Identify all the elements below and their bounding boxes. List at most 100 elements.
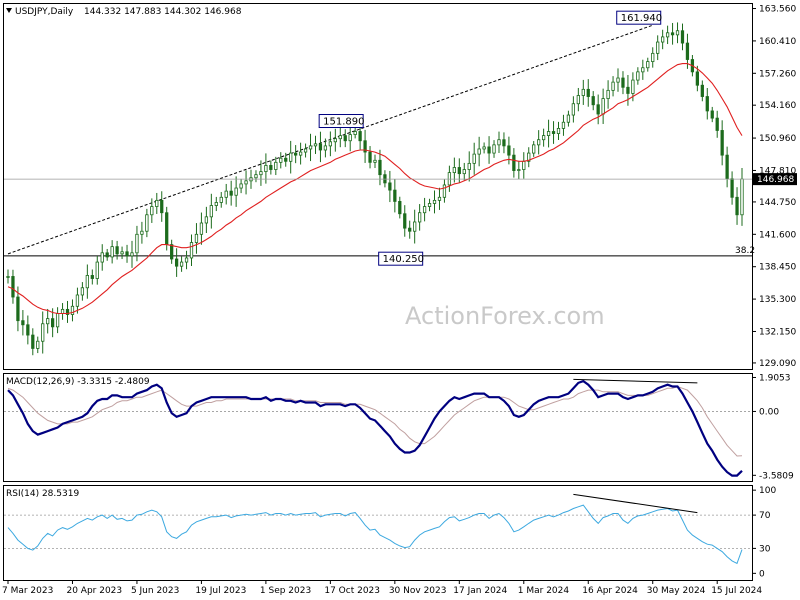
price-bar-body xyxy=(527,152,531,162)
price-axis: 163.560 160.410 157.260 154.160 150.960 147.8… xyxy=(752,5,796,369)
price-bar-body xyxy=(730,178,734,198)
price-bar-body xyxy=(269,165,273,170)
price-tick-label: 129.090 xyxy=(759,359,796,369)
price-bar-body xyxy=(665,32,670,38)
x-tick-label: 15 Jul 2024 xyxy=(711,586,762,596)
price-bar-body xyxy=(279,157,283,163)
price-bar-body xyxy=(165,212,169,245)
price-bar-body xyxy=(65,308,70,315)
price-bar-body xyxy=(378,159,382,176)
price-annotation-box xyxy=(378,251,424,266)
price-bar-body xyxy=(179,261,184,267)
price-bars xyxy=(6,22,744,356)
macd-signal-line xyxy=(7,385,743,457)
price-bar-body xyxy=(80,287,85,296)
rsi-tick-label: 30 xyxy=(759,544,771,554)
price-bar-body xyxy=(427,203,432,207)
price-bar-body xyxy=(368,151,372,163)
price-bar-body xyxy=(487,146,491,154)
price-bar-body xyxy=(735,196,739,216)
price-bar-body xyxy=(170,244,174,260)
macd-tick-label: 0.00 xyxy=(759,407,779,417)
moving-average-line xyxy=(7,63,743,315)
x-tick-label: 16 Apr 2024 xyxy=(582,586,638,596)
price-bar-body xyxy=(135,233,139,254)
x-tick-label: 7 Mar 2023 xyxy=(2,586,53,596)
price-bar-body xyxy=(110,246,114,258)
price-bar-body xyxy=(596,104,600,115)
macd-tick-label: -3.5809 xyxy=(759,471,794,481)
watermark: ActionForex.com xyxy=(405,302,605,330)
price-bar-body xyxy=(680,30,685,44)
price-bar-body xyxy=(41,323,45,342)
price-bar-body xyxy=(348,134,352,142)
price-bar-body xyxy=(199,222,204,235)
rsi-line xyxy=(7,504,743,565)
price-bar-body xyxy=(740,178,744,216)
price-bar-body xyxy=(125,251,129,257)
price-tick-label: 141.600 xyxy=(759,230,796,240)
price-bar-body xyxy=(209,205,213,218)
price-bar-body xyxy=(442,184,447,198)
price-tick-label: 144.750 xyxy=(759,198,796,208)
price-bar-body xyxy=(715,117,719,131)
price-bar-body xyxy=(115,246,119,255)
price-bar-body xyxy=(467,162,471,170)
price-bar-body xyxy=(219,196,223,203)
price-bar-body xyxy=(318,143,323,151)
price-bar-body xyxy=(571,103,576,116)
price-bar-body xyxy=(373,159,377,163)
collapse-triangle-icon[interactable] xyxy=(6,8,12,13)
price-bar-body xyxy=(546,131,551,137)
price-bar-body xyxy=(482,146,486,150)
price-tick-label: 138.450 xyxy=(759,263,796,273)
price-bar-body xyxy=(358,131,362,142)
price-bar-body xyxy=(700,84,704,97)
price-bar-body xyxy=(626,86,630,94)
price-bar-body xyxy=(551,131,556,134)
price-bar-body xyxy=(333,138,337,143)
price-bar-body xyxy=(641,67,645,73)
price-bar-body xyxy=(26,324,30,336)
price-tick-label: 163.560 xyxy=(759,5,796,15)
ohlc-label: 144.332 147.883 144.302 146.968 xyxy=(84,7,242,17)
price-bar-body xyxy=(393,189,397,202)
price-bar-body xyxy=(55,313,60,328)
price-panel-frame xyxy=(3,3,753,370)
price-annotation-box xyxy=(318,114,364,129)
fib-level-label: 38.2 xyxy=(735,246,755,256)
macd-tick-label: 1.9053 xyxy=(759,373,791,383)
rsi-tick-label: 100 xyxy=(759,486,776,496)
price-bar-body xyxy=(591,96,595,106)
price-bar-body xyxy=(323,145,328,151)
price-bar-body xyxy=(254,174,258,179)
price-bar-body xyxy=(403,213,407,229)
price-bar-body xyxy=(566,114,571,123)
price-bar-body xyxy=(60,308,65,314)
price-bar-body xyxy=(31,334,35,349)
price-bar-body xyxy=(160,199,164,214)
rsi-label: RSI(14) 28.5319 xyxy=(6,489,79,499)
price-annotation-label: 140.250 xyxy=(383,254,424,265)
price-bar-body xyxy=(184,257,189,263)
price-bar-body xyxy=(194,233,199,243)
price-bar-body xyxy=(413,221,417,232)
price-bar-body xyxy=(140,230,144,235)
fib-level: 38.2 xyxy=(4,246,755,257)
price-tick-label: 160.410 xyxy=(759,37,796,47)
price-bar-body xyxy=(174,258,179,267)
price-bar-body xyxy=(145,214,149,232)
macd-trendline xyxy=(573,378,698,384)
price-bar-body xyxy=(244,180,248,185)
price-tick-label: 135.300 xyxy=(759,295,796,305)
price-bar-body xyxy=(398,201,402,215)
price-bar-body xyxy=(606,89,610,99)
price-bar-body xyxy=(725,154,729,180)
last-price-group: 146.968 xyxy=(4,173,797,186)
price-bar-body xyxy=(418,212,422,223)
price-bar-body xyxy=(6,276,10,278)
price-bar-body xyxy=(462,169,466,175)
price-bar-body xyxy=(229,190,233,196)
price-bar-body xyxy=(507,145,511,156)
